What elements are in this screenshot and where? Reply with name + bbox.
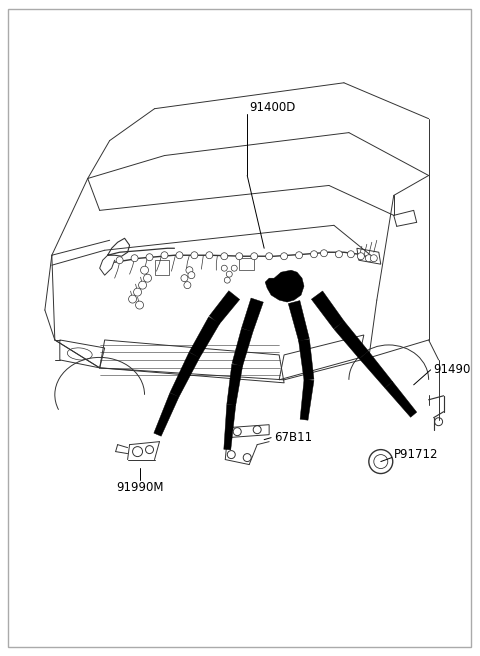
Circle shape [135,301,144,309]
Circle shape [221,253,228,260]
Polygon shape [241,298,264,332]
Circle shape [146,254,153,260]
Circle shape [144,274,152,282]
Circle shape [311,251,317,258]
Circle shape [184,281,191,289]
Circle shape [358,253,364,260]
Text: 91990M: 91990M [116,481,163,494]
Circle shape [251,253,258,260]
Polygon shape [265,270,304,302]
Circle shape [321,250,327,256]
Text: P91712: P91712 [394,448,438,461]
Polygon shape [288,300,309,341]
Circle shape [181,275,188,281]
Circle shape [296,252,302,258]
Circle shape [226,271,232,277]
Circle shape [188,272,195,279]
Text: 67B11: 67B11 [274,431,312,444]
Circle shape [139,281,146,289]
Text: 91490: 91490 [433,363,471,377]
Text: 91400D: 91400D [249,101,296,114]
Polygon shape [154,393,179,436]
Circle shape [231,265,237,271]
Circle shape [265,253,273,260]
Circle shape [365,255,372,262]
Circle shape [129,295,137,303]
Circle shape [141,266,148,274]
Circle shape [281,253,288,260]
Circle shape [176,252,183,258]
Polygon shape [209,291,240,324]
Polygon shape [224,404,236,450]
Circle shape [221,265,227,271]
Circle shape [206,252,213,258]
Polygon shape [189,317,220,358]
Circle shape [348,251,354,258]
Polygon shape [312,291,344,329]
Circle shape [186,267,193,274]
Polygon shape [334,321,369,359]
Polygon shape [300,379,314,420]
Polygon shape [359,351,393,388]
Circle shape [224,277,230,283]
Circle shape [131,255,138,262]
Circle shape [161,252,168,258]
Circle shape [236,253,243,260]
Polygon shape [232,329,253,367]
Circle shape [116,256,123,264]
Circle shape [133,288,142,296]
Circle shape [370,255,377,262]
Circle shape [336,251,342,258]
Polygon shape [299,339,314,380]
Polygon shape [227,364,243,405]
Circle shape [191,252,198,258]
Polygon shape [170,352,200,397]
Polygon shape [385,382,417,417]
